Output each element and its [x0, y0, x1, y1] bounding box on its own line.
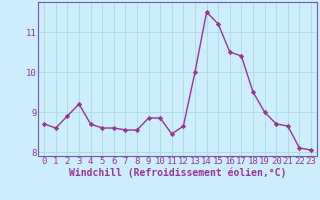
X-axis label: Windchill (Refroidissement éolien,°C): Windchill (Refroidissement éolien,°C)	[69, 168, 286, 178]
